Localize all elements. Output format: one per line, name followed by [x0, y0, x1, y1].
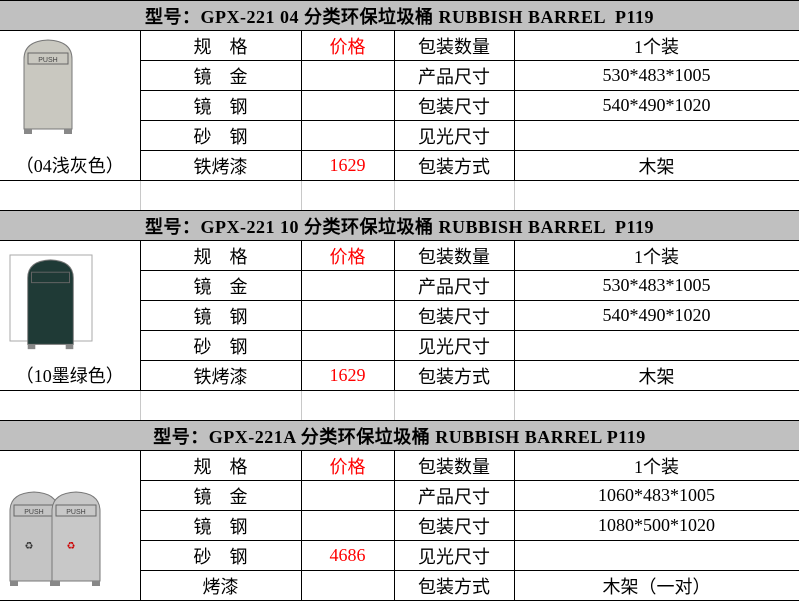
price-cell	[300, 300, 395, 331]
svg-text:PUSH: PUSH	[66, 509, 85, 516]
attr-label-cell: 包装方式	[393, 570, 515, 601]
price-cell: 4686	[300, 540, 395, 571]
attr-label-cell: 见光尺寸	[393, 120, 515, 151]
attr-label-cell: 见光尺寸	[393, 540, 515, 571]
attr-value-cell: 1080*500*1020	[513, 510, 799, 541]
spec-cell: 砂 钢	[139, 330, 302, 361]
green-bin-image	[9, 254, 93, 350]
model-title: 型号：GPX-221A 分类环保垃圾桶 RUBBISH BARREL P119	[0, 420, 799, 451]
product-image-cell: PUSH （04浅灰色）	[0, 30, 141, 181]
table-row: 镜 钢 包装尺寸 540*490*1020	[0, 90, 799, 121]
table-row: 砂 钢 见光尺寸	[0, 330, 799, 361]
spec-cell: 镜 钢	[139, 510, 302, 541]
color-caption	[0, 598, 139, 600]
spec-cell: 烤漆	[139, 570, 302, 601]
attr-label-cell: 见光尺寸	[393, 330, 515, 361]
table-row: PUSH （04浅灰色）规 格价格 包装数量 1个装	[0, 30, 799, 181]
attr-label-cell: 包装数量	[393, 450, 515, 481]
spec-cell: 砂 钢	[139, 120, 302, 151]
attr-value-cell: 530*483*1005	[513, 60, 799, 91]
attr-label-cell: 包装方式	[393, 360, 515, 391]
section-header: 型号：GPX-221A 分类环保垃圾桶 RUBBISH BARREL P119	[0, 420, 799, 451]
attr-value-cell: 木架（一对）	[513, 570, 799, 601]
spec-cell: 规 格	[139, 30, 302, 61]
attr-label-cell: 包装尺寸	[393, 90, 515, 121]
price-cell	[300, 330, 395, 361]
spec-cell: 砂 钢	[139, 540, 302, 571]
table-row: （10墨绿色） 规 格价格 包装数量 1个装	[0, 240, 799, 391]
spec-cell: 铁烤漆	[139, 360, 302, 391]
attr-value-cell: 1个装	[513, 240, 799, 271]
color-caption: （10墨绿色）	[15, 366, 124, 386]
svg-text:♻: ♻	[67, 541, 76, 552]
price-cell	[300, 510, 395, 541]
price-cell	[300, 120, 395, 151]
attr-value-cell: 木架	[513, 150, 799, 181]
table-row: PUSH PUSH ♻ ♻ 规 格价格 包装数量 1个装	[0, 450, 799, 601]
spacer-row	[0, 390, 799, 421]
attr-value-cell: 1060*483*1005	[513, 480, 799, 511]
attr-value-cell: 540*490*1020	[513, 90, 799, 121]
svg-text:PUSH: PUSH	[38, 57, 57, 64]
table-row: 铁烤漆 1629 包装方式 木架	[0, 150, 799, 181]
section-header: 型号：GPX-221 10 分类环保垃圾桶 RUBBISH BARREL P11…	[0, 210, 799, 241]
grey-bin-image: PUSH	[23, 39, 73, 134]
table-row: 铁烤漆 1629 包装方式 木架	[0, 360, 799, 391]
spacer-row	[0, 180, 799, 211]
spec-cell: 镜 金	[139, 480, 302, 511]
table-row: 烤漆 包装方式 木架（一对）	[0, 570, 799, 601]
product-image-cell: （10墨绿色）	[0, 240, 141, 391]
attr-label-cell: 包装尺寸	[393, 510, 515, 541]
table-row: 镜 金 产品尺寸 1060*483*1005	[0, 480, 799, 511]
attr-value-cell: 1个装	[513, 450, 799, 481]
attr-value-cell: 530*483*1005	[513, 270, 799, 301]
spec-cell: 规 格	[139, 240, 302, 271]
attr-label-cell: 包装数量	[393, 30, 515, 61]
price-cell	[300, 90, 395, 121]
table-row: 镜 金 产品尺寸 530*483*1005	[0, 60, 799, 91]
price-cell	[300, 480, 395, 511]
table-row: 镜 金 产品尺寸 530*483*1005	[0, 270, 799, 301]
spec-cell: 镜 钢	[139, 300, 302, 331]
attr-label-cell: 包装方式	[393, 150, 515, 181]
attr-value-cell: 1个装	[513, 30, 799, 61]
attr-label-cell: 产品尺寸	[393, 270, 515, 301]
price-cell	[300, 60, 395, 91]
price-cell	[300, 270, 395, 301]
price-cell: 价格	[300, 30, 395, 61]
product-image-cell: PUSH PUSH ♻ ♻	[0, 450, 141, 601]
table-row: 镜 钢 包装尺寸 540*490*1020	[0, 300, 799, 331]
model-title: 型号：GPX-221 10 分类环保垃圾桶 RUBBISH BARREL P11…	[0, 210, 799, 241]
price-cell: 价格	[300, 450, 395, 481]
attr-label-cell: 产品尺寸	[393, 60, 515, 91]
attr-value-cell	[513, 540, 799, 571]
price-cell: 1629	[300, 150, 395, 181]
spec-cell: 镜 金	[139, 270, 302, 301]
spec-cell: 镜 金	[139, 60, 302, 91]
table-row: 镜 钢 包装尺寸 1080*500*1020	[0, 510, 799, 541]
price-cell: 1629	[300, 360, 395, 391]
attr-value-cell	[513, 330, 799, 361]
attr-value-cell: 540*490*1020	[513, 300, 799, 331]
svg-text:PUSH: PUSH	[24, 509, 43, 516]
price-cell: 价格	[300, 240, 395, 271]
section-header: 型号：GPX-221 04 分类环保垃圾桶 RUBBISH BARREL P11…	[0, 0, 799, 31]
table-row: 砂 钢 4686 见光尺寸	[0, 540, 799, 571]
attr-label-cell: 产品尺寸	[393, 480, 515, 511]
double-bin-image: PUSH PUSH ♻ ♻	[9, 491, 101, 586]
color-caption: （04浅灰色）	[15, 156, 124, 176]
price-cell	[300, 570, 395, 601]
spec-cell: 规 格	[139, 450, 302, 481]
spec-cell: 镜 钢	[139, 90, 302, 121]
model-title: 型号：GPX-221 04 分类环保垃圾桶 RUBBISH BARREL P11…	[0, 0, 799, 31]
attr-label-cell: 包装数量	[393, 240, 515, 271]
attr-label-cell: 包装尺寸	[393, 300, 515, 331]
spec-cell: 铁烤漆	[139, 150, 302, 181]
attr-value-cell	[513, 120, 799, 151]
svg-text:♻: ♻	[25, 541, 34, 552]
attr-value-cell: 木架	[513, 360, 799, 391]
